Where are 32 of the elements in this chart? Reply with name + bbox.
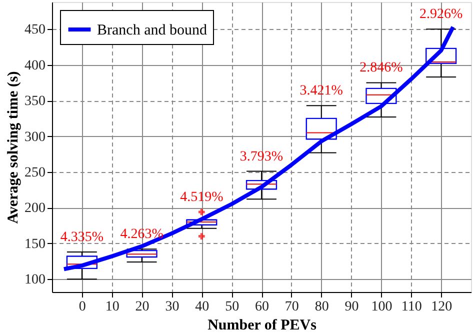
x-tick-label: 100 (371, 300, 392, 314)
x-tick-label: 50 (225, 300, 240, 314)
y-tick-label: 250 (24, 166, 46, 180)
x-tick-label: 30 (165, 300, 180, 314)
x-tick-label: 90 (344, 300, 359, 314)
x-tick-label: 80 (314, 300, 329, 314)
annotation: 2.926% (419, 7, 463, 22)
x-tick-label: 110 (401, 300, 422, 314)
x-tick-label: 10 (105, 300, 120, 314)
x-axis-title: Number of PEVs (208, 318, 317, 334)
annotation: 4.335% (60, 230, 104, 245)
y-tick-label: 100 (24, 272, 46, 288)
y-tick-label: 350 (24, 94, 46, 110)
x-tick-label: 120 (431, 300, 452, 314)
annotation: 2.846% (360, 60, 404, 76)
x-tick-label: 70 (284, 300, 299, 314)
y-tick-label: 150 (24, 236, 46, 252)
y-tick-label: 450 (24, 22, 46, 38)
legend-label: Branch and bound (97, 22, 208, 38)
x-tick-label: 60 (255, 300, 269, 314)
annotation: 4.263% (120, 227, 164, 242)
x-tick-label: 20 (135, 300, 150, 314)
line-series (62, 25, 456, 272)
annotation: 3.793% (240, 149, 284, 164)
x-tick-label: 0 (78, 300, 86, 314)
annotation: 4.519% (180, 190, 224, 205)
y-axis-title: Average solving time (s) (6, 71, 22, 224)
y-tick-label: 400 (24, 58, 46, 74)
y-tick-label: 300 (24, 130, 46, 145)
annotation: 3.421% (300, 84, 344, 99)
y-tick-label: 200 (24, 201, 46, 216)
x-tick-label: 40 (195, 300, 210, 314)
